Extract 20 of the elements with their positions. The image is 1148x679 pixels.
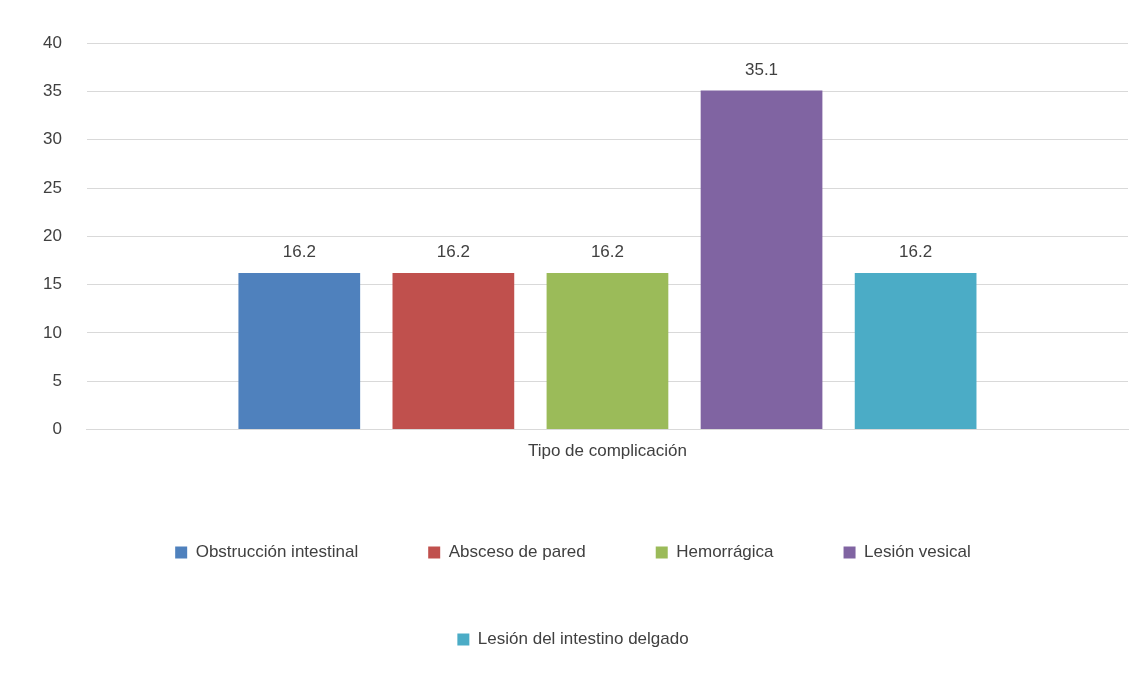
legend-label: Obstrucción intestinal: [195, 542, 359, 562]
y-tick-label: 35: [42, 81, 62, 101]
y-tick-label: 20: [42, 226, 62, 246]
y-tick-label: 10: [42, 322, 62, 342]
data-label: 16.2: [590, 242, 624, 262]
legend-label: Lesión del intestino delgado: [477, 629, 689, 649]
data-label: 16.2: [282, 242, 316, 262]
x-tick-label: Tipo de complicación: [527, 441, 687, 461]
legend-label: Absceso de pared: [448, 542, 586, 562]
y-tick-label: 40: [42, 32, 62, 52]
y-tick-label: 0: [52, 419, 62, 439]
y-tick-label: 5: [52, 370, 62, 390]
y-tick-label: 25: [42, 177, 62, 197]
y-tick-label: 30: [42, 129, 62, 149]
data-label: 16.2: [899, 242, 933, 262]
legend-label: Hemorrágica: [676, 542, 775, 562]
y-tick-label: 15: [42, 274, 62, 294]
legend-label: Lesión vesical: [864, 542, 971, 562]
data-label: 16.2: [436, 242, 470, 262]
data-label: 35.1: [744, 59, 779, 79]
